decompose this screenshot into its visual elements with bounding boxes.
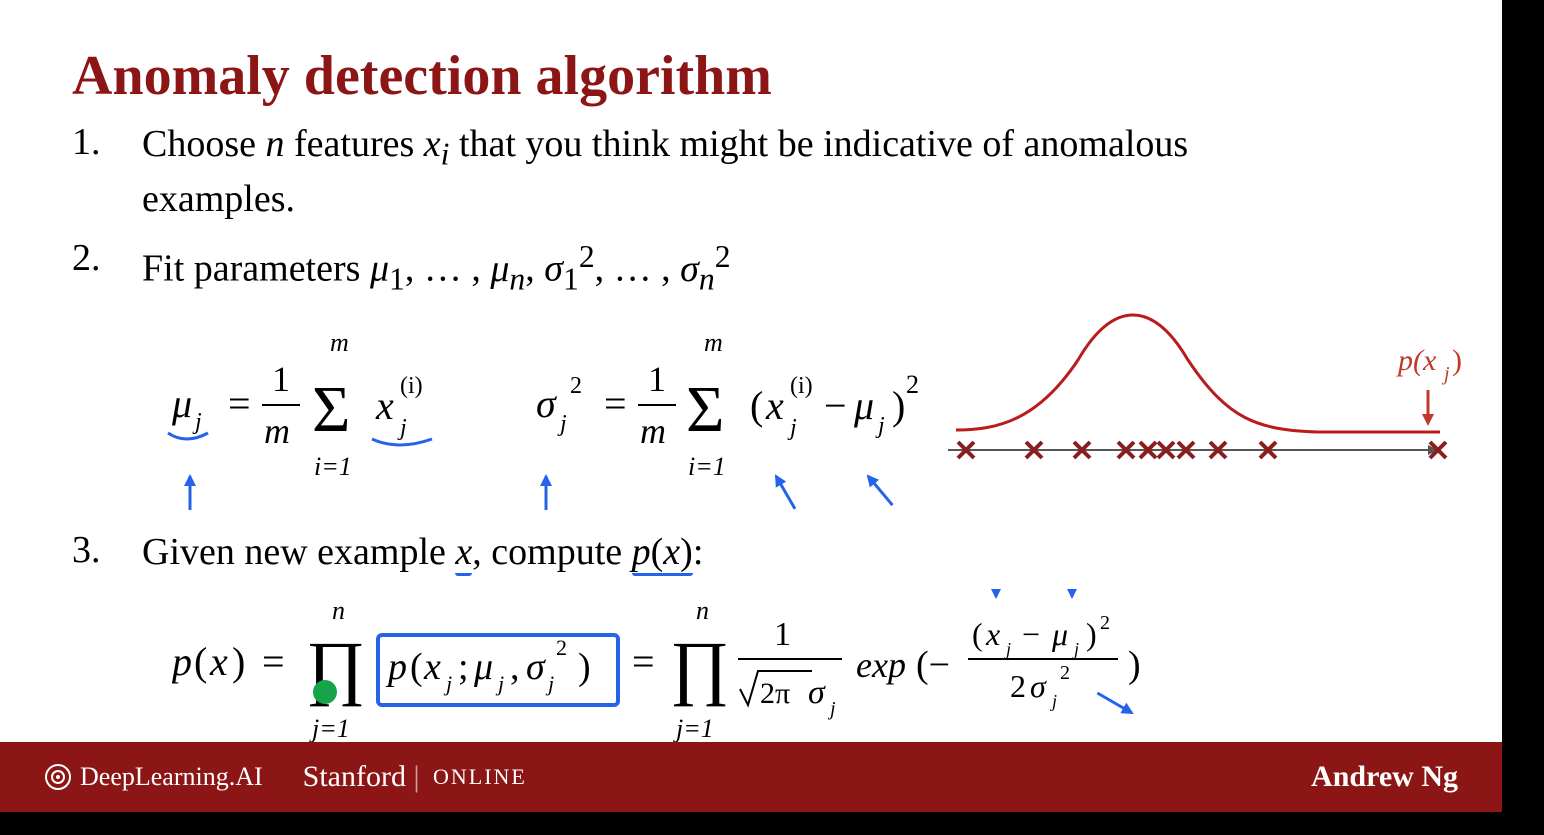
svg-text:=: = — [632, 639, 655, 684]
svg-text:j: j — [875, 413, 885, 439]
svg-text:m: m — [330, 328, 349, 357]
svg-text:(: ( — [194, 639, 207, 684]
svg-text:(: ( — [410, 646, 423, 688]
svg-text:p(x: p(x — [1396, 344, 1437, 377]
step-3: 3. Given new example x, compute p(x): — [72, 528, 1462, 577]
svg-text:2: 2 — [906, 370, 919, 399]
svg-text:m: m — [640, 411, 666, 451]
step-3-text: Given new example x, compute p(x): — [142, 528, 1462, 577]
svg-text:Σ: Σ — [312, 373, 350, 446]
svg-text:2: 2 — [556, 635, 567, 660]
svg-text:x: x — [985, 616, 1000, 652]
step-1-num: 1. — [72, 120, 142, 164]
step-1-text: Choose n features xi that you think migh… — [142, 120, 1222, 224]
svg-text:n: n — [696, 596, 709, 625]
svg-text:(: ( — [972, 616, 983, 652]
svg-text:μ: μ — [1051, 616, 1068, 652]
svg-text:2: 2 — [1060, 662, 1070, 684]
svg-text:Σ: Σ — [686, 373, 724, 446]
svg-text:j: j — [545, 671, 554, 696]
dl-logo-icon — [44, 763, 72, 791]
svg-text:j: j — [192, 409, 202, 435]
svg-text:j: j — [1004, 639, 1011, 659]
blue-arrows-row1 — [162, 470, 1112, 530]
brand-deeplearning: DeepLearning.AI — [44, 762, 263, 792]
svg-text:,: , — [510, 646, 520, 688]
svg-text:): ) — [1128, 644, 1141, 686]
svg-text:μ: μ — [473, 646, 493, 688]
svg-text:∏: ∏ — [670, 627, 729, 707]
svg-text:j: j — [1072, 639, 1079, 659]
content-area: 1. Choose n features xi that you think m… — [72, 120, 1462, 795]
svg-text:): ) — [1086, 616, 1097, 652]
svg-text:x: x — [765, 383, 784, 428]
svg-text:m: m — [704, 328, 723, 357]
svg-text:2: 2 — [570, 373, 582, 399]
svg-text:x: x — [375, 383, 394, 428]
slide-title: Anomaly detection algorithm — [72, 44, 772, 108]
svg-text:(−: (− — [916, 644, 950, 686]
svg-text:σ: σ — [808, 674, 826, 711]
svg-text:m: m — [264, 411, 290, 451]
svg-text:p: p — [172, 639, 192, 684]
step-2-num: 2. — [72, 236, 142, 280]
svg-text:(i): (i) — [790, 373, 813, 399]
svg-text:=: = — [604, 381, 627, 426]
svg-text:μ: μ — [171, 381, 192, 426]
svg-text:): ) — [578, 646, 591, 688]
svg-text:2: 2 — [1100, 612, 1110, 634]
svg-text:1: 1 — [272, 359, 290, 399]
svg-text:∏: ∏ — [306, 627, 365, 707]
brand-dl-text: DeepLearning.AI — [80, 762, 263, 792]
svg-text:σ: σ — [536, 381, 557, 426]
svg-text:j: j — [443, 671, 452, 696]
svg-text:2: 2 — [1010, 668, 1026, 704]
svg-text:=: = — [262, 639, 285, 684]
svg-text:1: 1 — [648, 359, 666, 399]
svg-text:p: p — [385, 646, 407, 688]
svg-text:j: j — [1050, 691, 1057, 711]
gaussian-plot: p(x j ) — [938, 270, 1468, 500]
svg-text:n: n — [332, 596, 345, 625]
brand-stanford: Stanford | ONLINE — [303, 760, 527, 794]
svg-text:j: j — [1441, 363, 1450, 385]
step-3-num: 3. — [72, 528, 142, 572]
svg-text:(i): (i) — [400, 373, 423, 399]
author-name: Andrew Ng — [1311, 760, 1458, 794]
svg-text:j=1: j=1 — [309, 714, 350, 743]
bottom-black-bar — [0, 812, 1502, 835]
svg-text:σ: σ — [1030, 668, 1047, 704]
svg-text:j=1: j=1 — [673, 714, 714, 743]
slide-footer: DeepLearning.AI Stanford | ONLINE Andrew… — [0, 742, 1502, 812]
svg-text:j: j — [787, 415, 797, 441]
svg-text:x: x — [209, 639, 228, 684]
svg-text:): ) — [892, 383, 905, 428]
svg-text:): ) — [232, 639, 245, 684]
step-1: 1. Choose n features xi that you think m… — [72, 120, 1462, 224]
svg-text:j: j — [397, 415, 407, 441]
svg-text:exp: exp — [856, 645, 906, 685]
svg-text:j: j — [557, 411, 567, 437]
footer-left: DeepLearning.AI Stanford | ONLINE — [44, 760, 527, 794]
svg-text:j: j — [827, 698, 836, 720]
svg-text:j: j — [495, 671, 504, 696]
svg-text:μ: μ — [853, 383, 874, 428]
svg-text:x: x — [423, 646, 441, 688]
svg-text:(: ( — [750, 383, 763, 428]
svg-text:−: − — [824, 383, 847, 428]
equations-mu-sigma: μ j = 1 m m Σ i=1 x (i) j — [162, 320, 1462, 500]
svg-text:−: − — [1022, 616, 1040, 652]
svg-text:;: ; — [458, 646, 469, 688]
svg-text:σ: σ — [526, 646, 546, 688]
svg-text:1: 1 — [774, 616, 791, 653]
svg-text:2π: 2π — [760, 677, 790, 710]
eq-px: p ( x ) = n ∏ j=1 p ( x j ; μ — [172, 589, 1462, 749]
svg-text:): ) — [1452, 344, 1462, 377]
lecture-slide: Anomaly detection algorithm 1. Choose n … — [0, 0, 1544, 835]
right-black-bar — [1502, 0, 1544, 835]
svg-text:=: = — [228, 381, 251, 426]
